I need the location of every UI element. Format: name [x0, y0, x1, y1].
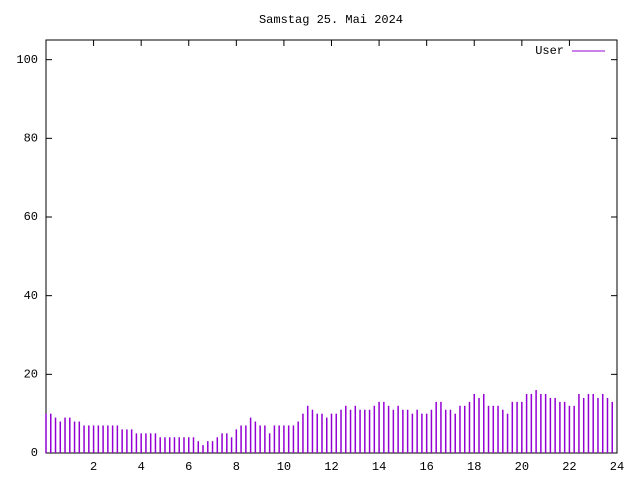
x-tick-label: 22 [562, 460, 576, 474]
x-tick-label: 24 [610, 460, 624, 474]
plot-frame [45, 39, 618, 454]
y-tick-label: 80 [24, 132, 38, 146]
y-tick-label: 40 [24, 289, 38, 303]
x-tick-label: 20 [515, 460, 529, 474]
x-tick-label: 4 [138, 460, 145, 474]
x-tick-label: 2 [90, 460, 97, 474]
chart-title: Samstag 25. Mai 2024 [259, 13, 403, 27]
y-tick-label: 60 [24, 210, 38, 224]
legend-label: User [535, 44, 564, 58]
x-tick-label: 18 [467, 460, 481, 474]
y-tick-label: 20 [24, 368, 38, 382]
x-tick-label: 6 [185, 460, 192, 474]
x-tick-label: 16 [419, 460, 433, 474]
x-tick-label: 12 [324, 460, 338, 474]
x-tick-label: 14 [372, 460, 386, 474]
x-tick-label: 8 [233, 460, 240, 474]
y-tick-label: 0 [31, 446, 38, 460]
y-tick-label: 100 [16, 53, 38, 67]
x-tick-label: 10 [277, 460, 291, 474]
